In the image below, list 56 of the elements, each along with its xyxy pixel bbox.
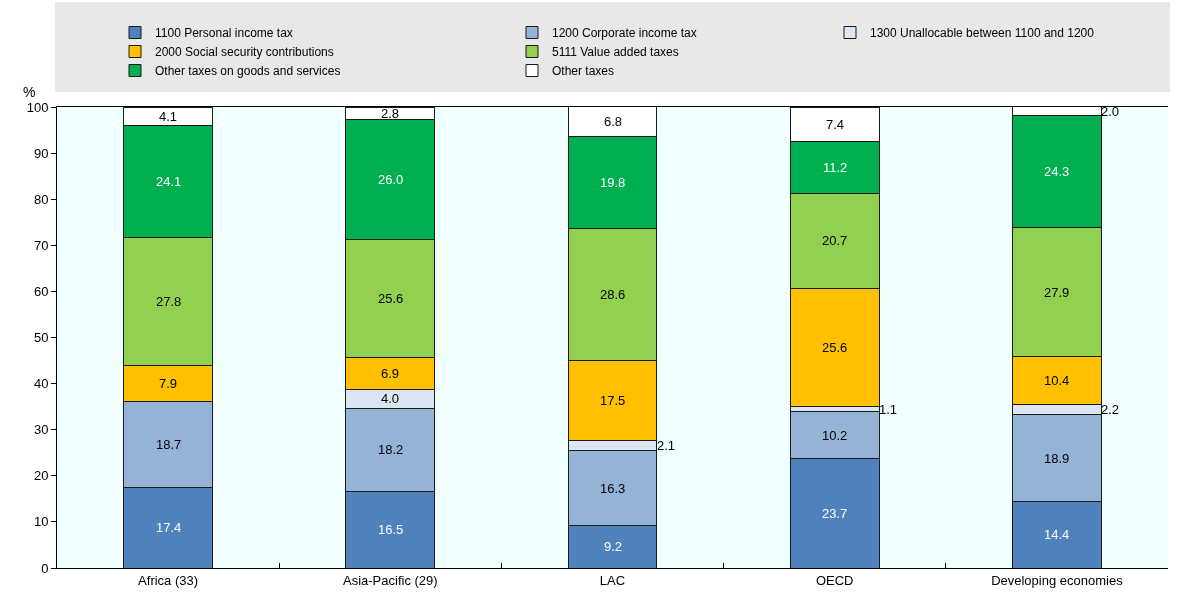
data-label: 18.7	[156, 437, 182, 452]
data-label: 7.9	[159, 376, 178, 391]
data-label: 17.5	[600, 393, 626, 408]
data-label: 27.8	[156, 294, 182, 309]
y-tick-label: 70	[33, 237, 49, 253]
data-label: 16.3	[600, 481, 626, 496]
y-axis-title: %	[23, 84, 36, 100]
x-tick-label: Africa (33)	[138, 572, 199, 588]
y-tick-label: 0	[41, 560, 49, 576]
data-label: 26.0	[378, 172, 404, 187]
y-tick-label: 60	[33, 283, 49, 299]
data-label: 28.6	[600, 287, 626, 302]
legend-label: Other taxes	[552, 64, 615, 79]
data-label: 23.7	[822, 506, 848, 521]
data-label: 2.1	[657, 438, 676, 453]
legend-label: Other taxes on goods and services	[155, 64, 341, 79]
x-tick-label: Asia-Pacific (29)	[342, 572, 438, 588]
data-label: 16.5	[378, 522, 404, 537]
data-label: 4.0	[381, 391, 400, 406]
y-tick-label: 30	[33, 422, 49, 438]
x-tick-label: LAC	[599, 572, 626, 588]
data-label: 27.9	[1044, 285, 1070, 300]
legend-label: 2000 Social security contributions	[155, 45, 334, 60]
data-label: 18.2	[378, 442, 404, 457]
data-label: 19.8	[600, 175, 626, 190]
y-tick-label: 10	[33, 514, 49, 530]
data-label: 7.4	[826, 117, 845, 132]
legend-label: 1100 Personal income tax	[155, 26, 293, 41]
y-tick-label: 100	[26, 99, 49, 115]
y-tick-label: 20	[33, 468, 49, 484]
y-tick-label: 90	[33, 145, 49, 161]
data-label: 24.3	[1044, 164, 1070, 179]
data-label: 18.9	[1044, 451, 1070, 466]
y-tick-label: 80	[33, 191, 49, 207]
data-label: 6.8	[604, 114, 623, 129]
data-label: 4.1	[159, 109, 178, 124]
data-label: 20.7	[822, 233, 848, 248]
data-label: 14.4	[1044, 527, 1070, 542]
data-label: 10.4	[1044, 373, 1070, 388]
legend-label: 5111 Value added taxes	[552, 45, 679, 60]
data-label: 25.6	[378, 291, 404, 306]
data-label: 24.1	[156, 174, 182, 189]
x-tick-label: Developing economies	[991, 572, 1124, 588]
y-tick-label: 40	[33, 376, 49, 392]
data-label: 25.6	[822, 340, 848, 355]
legend-label: 1300 Unallocable between 1100 and 1200	[870, 26, 1095, 41]
data-label: 6.9	[381, 366, 400, 381]
data-label: 2.8	[381, 106, 400, 121]
data-label: 1.1	[879, 402, 898, 417]
data-label: 9.2	[604, 539, 623, 554]
y-tick-label: 50	[33, 330, 49, 346]
data-label: 10.2	[822, 428, 848, 443]
x-tick-label: OECD	[815, 572, 854, 588]
legend-label: 1200 Corporate income tax	[552, 26, 697, 41]
data-label: 11.2	[823, 160, 848, 175]
data-label: 17.4	[156, 520, 182, 535]
